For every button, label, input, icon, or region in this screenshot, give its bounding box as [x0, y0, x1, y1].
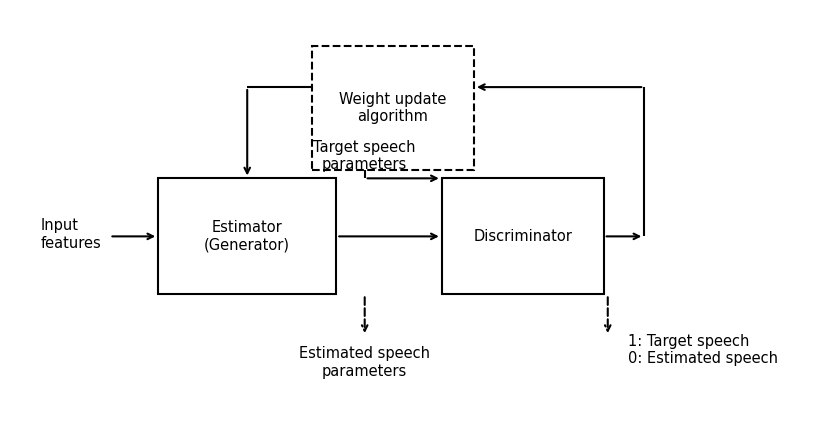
Text: 1: Target speech
0: Estimated speech: 1: Target speech 0: Estimated speech — [628, 334, 778, 366]
Bar — [158, 179, 336, 294]
Text: Discriminator: Discriminator — [473, 229, 572, 244]
Bar — [441, 179, 603, 294]
Text: Estimator
(Generator): Estimator (Generator) — [204, 220, 290, 253]
Text: Estimated speech
parameters: Estimated speech parameters — [299, 346, 430, 379]
Text: Weight update
algorithm: Weight update algorithm — [339, 92, 446, 124]
Text: Input
features: Input features — [40, 218, 101, 250]
Text: Target speech
parameters: Target speech parameters — [313, 140, 416, 172]
Bar — [312, 46, 474, 170]
